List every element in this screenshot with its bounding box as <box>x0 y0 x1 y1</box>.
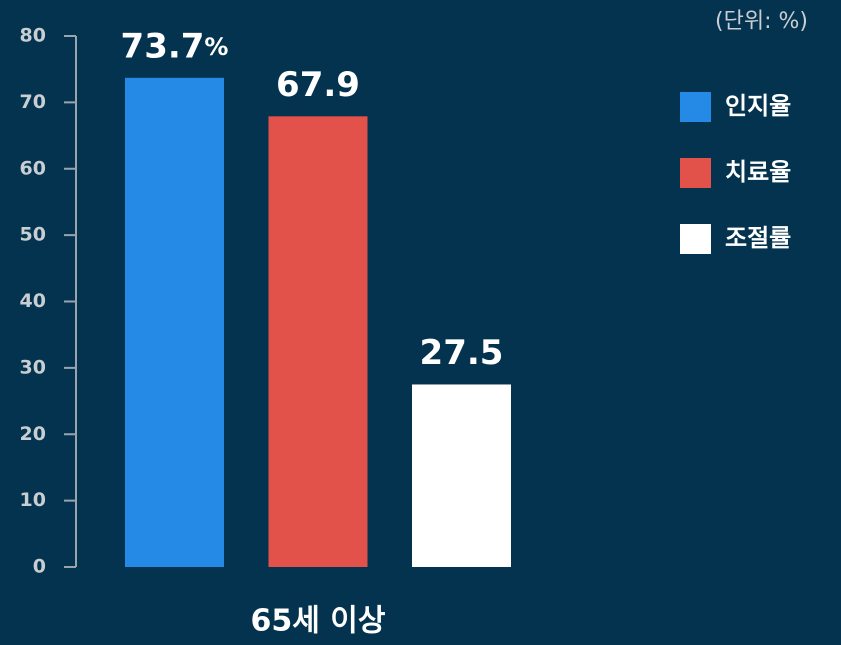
legend-label: 치료율 <box>725 158 791 186</box>
legend-swatch <box>680 158 711 188</box>
legend-swatch <box>680 224 711 254</box>
bar <box>125 77 224 567</box>
legend-label: 인지율 <box>725 92 791 120</box>
legend-label: 조절률 <box>725 224 791 252</box>
y-tick-label: 70 <box>20 91 46 113</box>
legend-swatch <box>680 92 711 122</box>
bar <box>412 384 511 567</box>
y-tick-label: 40 <box>20 290 46 312</box>
y-tick-label: 80 <box>20 25 46 47</box>
y-tick-label: 60 <box>20 157 46 179</box>
y-tick-label: 30 <box>20 356 46 378</box>
y-tick-label: 0 <box>33 556 46 578</box>
y-tick-label: 10 <box>20 489 46 511</box>
value-label: 67.9 <box>276 65 360 105</box>
y-tick-label: 20 <box>20 423 46 445</box>
y-tick-label: 50 <box>20 224 46 246</box>
unit-label: (단위: %) <box>715 9 808 34</box>
value-label: 73.7% <box>121 26 229 66</box>
value-label: 27.5 <box>420 333 504 373</box>
bar <box>268 116 368 567</box>
x-tick-label: 65세 이상 <box>251 604 386 639</box>
